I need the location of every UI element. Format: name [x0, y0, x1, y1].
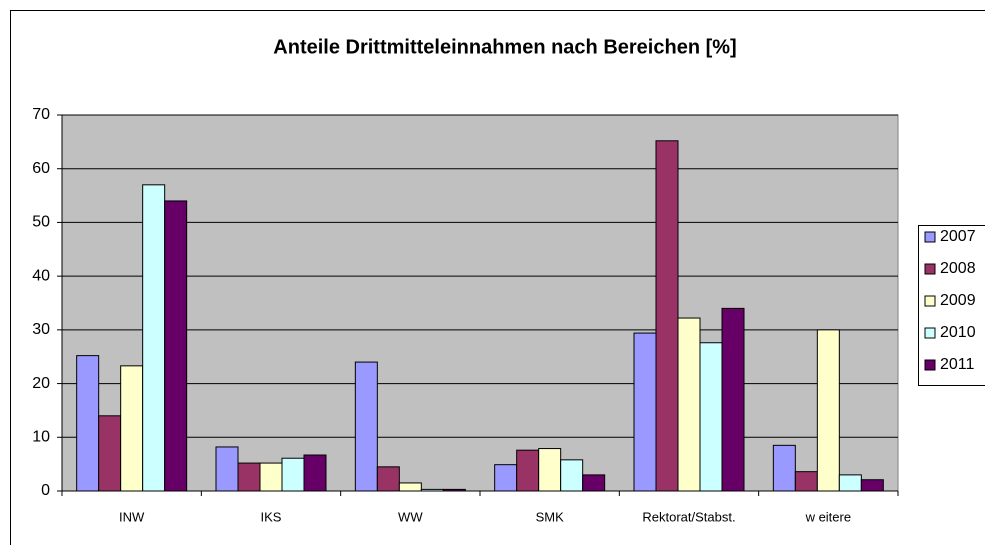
bar: [98, 415, 122, 492]
legend-swatch: [924, 295, 936, 307]
legend-label: 2007: [940, 228, 976, 245]
legend-label: 2008: [940, 260, 976, 277]
bar: [303, 454, 327, 492]
legend-label: 2010: [940, 324, 976, 341]
bar: [794, 471, 818, 492]
legend-label: 2009: [940, 292, 976, 309]
x-tick-label: w eitere: [805, 509, 852, 524]
bar: [677, 317, 701, 492]
x-tick-label: Rektorat/Stabst.: [642, 509, 735, 524]
y-tick-label: 60: [32, 160, 50, 177]
plot-area: [61, 114, 899, 492]
legend-label: 2011: [940, 356, 975, 373]
bar: [721, 307, 745, 492]
bar: [142, 184, 166, 492]
bar: [838, 474, 862, 492]
y-tick-label: 20: [32, 375, 50, 392]
y-tick-label: 40: [32, 267, 50, 284]
bar: [376, 466, 400, 492]
bar: [516, 449, 540, 492]
bar: [398, 482, 422, 492]
legend-swatch: [924, 359, 936, 371]
bar: [120, 365, 144, 492]
bar: [259, 462, 283, 492]
bar: [281, 457, 305, 492]
bar: [560, 459, 584, 492]
y-tick-label: 50: [32, 214, 50, 231]
chart-title: Anteile Drittmitteleinnahmen nach Bereic…: [273, 36, 736, 58]
legend-swatch: [924, 263, 936, 275]
bar: [164, 200, 188, 492]
bar: [420, 488, 444, 492]
bar: [772, 444, 796, 492]
x-tick-label: INW: [119, 509, 145, 524]
bar: [582, 474, 606, 492]
bar: [655, 140, 679, 492]
y-tick-label: 70: [32, 106, 50, 123]
bar: [494, 464, 518, 492]
bar: [860, 479, 884, 492]
y-tick-label: 0: [41, 482, 50, 499]
y-tick-label: 10: [32, 429, 50, 446]
y-tick-label: 30: [32, 321, 50, 338]
x-tick-label: WW: [398, 509, 423, 524]
bar: [442, 488, 466, 492]
bar: [633, 332, 657, 492]
legend-swatch: [924, 327, 936, 339]
bar: [699, 342, 723, 492]
bar: [215, 446, 239, 492]
bar: [237, 462, 261, 492]
bar: [354, 361, 378, 492]
x-tick-label: IKS: [261, 509, 282, 524]
bar: [816, 329, 840, 492]
bar: [538, 448, 562, 492]
legend-swatch: [924, 231, 936, 243]
x-tick-label: SMK: [536, 509, 565, 524]
bar: [76, 355, 100, 492]
